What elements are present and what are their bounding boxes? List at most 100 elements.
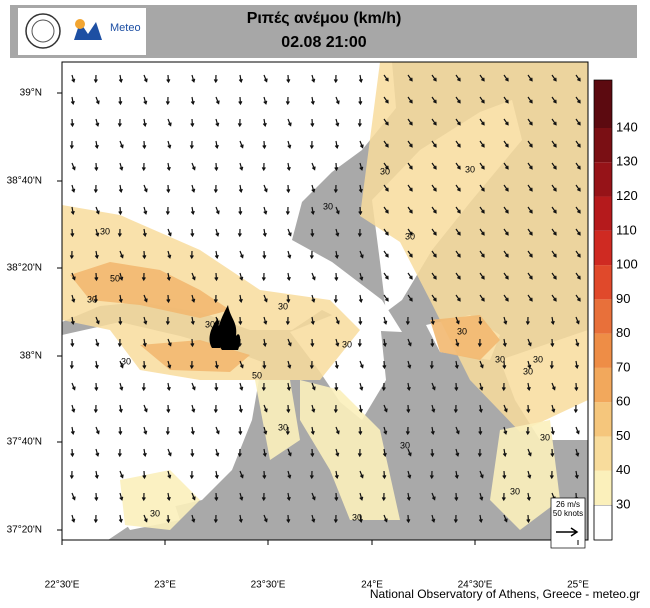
wind-arrow [286, 184, 291, 194]
wind-arrow [527, 140, 533, 148]
wind-arrow [455, 272, 461, 280]
wind-arrow [287, 360, 292, 369]
wind-arrow [95, 338, 100, 347]
wind-arrow [503, 118, 509, 126]
wind-arrow [237, 228, 242, 238]
wind-arrow [431, 140, 437, 148]
colorbar-bin [594, 299, 612, 334]
wind-arrow [478, 426, 483, 436]
wind-arrow [407, 470, 412, 479]
wind-arrow [359, 470, 364, 479]
wind-arrow [358, 426, 363, 436]
wind-arrow [71, 184, 76, 193]
wind-arrow [503, 228, 509, 236]
wind-arrow [310, 448, 315, 458]
wind-arrow [503, 206, 509, 214]
wind-arrow [189, 250, 194, 260]
wind-arrow [407, 338, 412, 347]
colorbar-bin [594, 230, 612, 266]
wind-arrow [286, 382, 291, 392]
wind-arrow [575, 162, 581, 170]
wind-arrow [213, 514, 218, 524]
wind-arrow [141, 492, 146, 502]
colorbar-label: 30 [616, 496, 630, 511]
wind-arrow [285, 426, 290, 436]
wind-arrow [550, 316, 555, 326]
wind-arrow [215, 96, 220, 105]
wind-arrow [310, 118, 315, 128]
wind-arrow [70, 316, 75, 326]
wind-legend-speed: 26 m/s [556, 500, 580, 509]
wind-arrow [454, 492, 459, 502]
wind-arrow [551, 140, 557, 148]
wind-arrow [167, 470, 172, 479]
wind-arrow [431, 294, 437, 302]
wind-arrow [263, 426, 268, 435]
wind-arrow [142, 250, 147, 260]
wind-arrow [407, 206, 413, 214]
wind-arrow [358, 316, 363, 326]
contour-label: 30 [465, 164, 475, 174]
wind-arrow [383, 404, 388, 413]
wind-arrow [406, 404, 411, 414]
wind-arrow [334, 470, 339, 480]
wind-arrow [431, 404, 436, 413]
wind-arrow [333, 74, 338, 84]
x-tick-label: 24°30'E [458, 580, 493, 591]
wind-arrow [551, 162, 557, 170]
wind-arrow [407, 162, 413, 170]
wind-arrow [165, 206, 170, 216]
wind-arrow [94, 162, 99, 172]
wind-arrow [479, 96, 485, 104]
wind-arrow [286, 272, 291, 282]
wind-arrow [479, 470, 484, 479]
wind-arrow [477, 338, 482, 348]
wind-arrow [214, 272, 219, 282]
wind-arrow [407, 96, 413, 104]
wind-arrow [502, 360, 507, 370]
wind-arrow [94, 140, 99, 150]
wind-arrow [334, 250, 339, 260]
colorbar-bin [594, 162, 612, 197]
wind-arrow [214, 162, 219, 172]
wind-arrow [309, 470, 314, 480]
y-tick-label: 37°40'N [7, 437, 42, 448]
wind-arrow [70, 338, 75, 348]
wind-arrow [358, 96, 363, 106]
map [62, 62, 588, 540]
wind-arrow [502, 338, 507, 348]
wind-arrow [575, 228, 581, 236]
wind-arrow [333, 294, 338, 304]
wind-arrow [94, 382, 99, 392]
colorbar-label: 130 [616, 154, 638, 169]
wind-arrow [191, 404, 196, 413]
wind-arrow [118, 294, 123, 304]
wind-arrow [407, 294, 413, 302]
wind-arrow [117, 118, 122, 128]
gust-area [300, 380, 400, 520]
wind-arrow [383, 316, 388, 325]
contour-label: 30 [380, 166, 390, 176]
wind-arrow [214, 360, 219, 370]
gust-area [120, 470, 200, 530]
wind-arrow [118, 206, 123, 216]
wind-arrow [142, 140, 147, 150]
wind-arrow [479, 74, 485, 82]
colorbar-bin [594, 196, 612, 231]
wind-arrow [166, 162, 171, 172]
wind-arrow [262, 118, 267, 128]
wind-arrow [335, 448, 340, 457]
wind-arrow [407, 118, 413, 126]
wind-arrow [263, 404, 268, 413]
wind-arrow [503, 184, 509, 192]
contour-label: 30 [405, 231, 415, 241]
wind-arrow [573, 404, 578, 414]
wind-arrow [310, 96, 315, 106]
wind-arrow [383, 140, 389, 148]
wind-arrow [118, 74, 123, 84]
contour-label: 30 [400, 440, 410, 450]
noa-logo-inner [31, 19, 55, 43]
wind-arrow [286, 404, 291, 414]
wind-arrow [191, 184, 196, 193]
wind-arrow [213, 184, 218, 194]
